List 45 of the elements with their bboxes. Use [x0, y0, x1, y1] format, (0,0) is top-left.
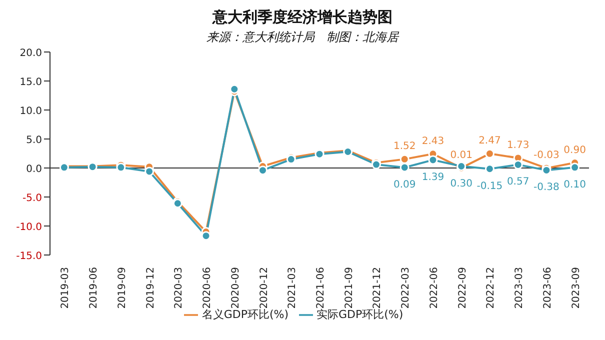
y-tick-label: 5.0: [26, 135, 42, 146]
x-tick-label: 2020-09: [230, 267, 242, 309]
data-label: 0.01: [450, 150, 472, 161]
legend-label: 实际GDP环比(%): [316, 308, 404, 321]
x-tick-label: 2023-03: [514, 267, 526, 309]
x-tick-label: 2019-12: [145, 267, 156, 309]
legend-label: 名义GDP环比(%): [202, 308, 288, 321]
x-tick-label: 2022-03: [400, 267, 412, 309]
x-tick-label: 2023-09: [570, 267, 582, 309]
chart-subtitle: 来源：意大利统计局 制图：北海居: [206, 29, 400, 46]
x-tick-label: 2022-06: [428, 267, 440, 309]
x-tick-label: 2022-12: [486, 267, 497, 309]
data-label: 1.73: [506, 140, 530, 151]
data-label: 2.43: [422, 136, 444, 147]
x-tick-label: 2019-06: [88, 267, 100, 309]
y-tick-label: -5.0: [22, 193, 42, 204]
data-label: -0.38: [534, 182, 560, 194]
x-tick-label: 2023-06: [542, 267, 554, 309]
data-label: -0.15: [476, 180, 503, 192]
chart-title: 意大利季度经济增长趋势图: [211, 8, 394, 27]
data-label: 0.10: [564, 179, 586, 190]
x-tick-label: 2021-06: [316, 267, 326, 309]
data-label: 1.39: [422, 172, 444, 183]
data-label: -0.03: [534, 150, 560, 162]
data-label: 0.57: [506, 176, 530, 188]
data-label: 0.90: [564, 144, 586, 156]
data-label: 1.52: [393, 141, 416, 152]
x-tick-label: 2020-03: [174, 267, 185, 309]
x-tick-label: 2021-09: [344, 267, 355, 309]
x-tick-label: 2021-03: [287, 267, 298, 309]
y-tick-label: -15.0: [16, 251, 42, 262]
y-tick-label: -10.0: [16, 222, 42, 233]
y-tick-label: 10.0: [20, 106, 42, 117]
data-label: 2.47: [478, 136, 501, 147]
data-label: 0.30: [450, 178, 472, 190]
x-tick-label: 2019-09: [116, 267, 128, 309]
x-tick-label: 2020-12: [258, 267, 270, 309]
x-tick-label: 2021-12: [372, 267, 384, 309]
y-tick-label: 0.0: [26, 164, 42, 175]
x-tick-label: 2022-09: [457, 267, 468, 309]
x-tick-label: 2020-06: [202, 267, 214, 309]
x-tick-label: 2019-03: [60, 267, 72, 309]
y-tick-label: 15.0: [20, 77, 42, 88]
data-label: 0.09: [393, 179, 416, 190]
y-tick-label: 20.0: [20, 48, 42, 59]
